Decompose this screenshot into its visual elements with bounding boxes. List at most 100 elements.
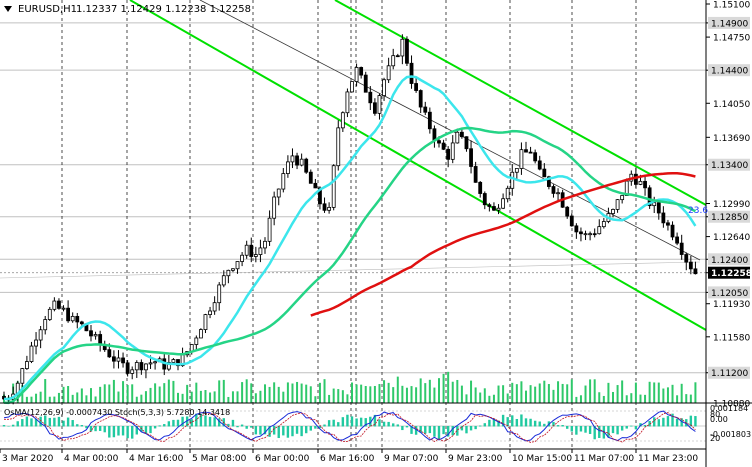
osma-bar xyxy=(446,426,450,437)
candle-body xyxy=(423,106,428,113)
volume-bar xyxy=(465,394,468,403)
candle-body xyxy=(153,361,158,364)
volume-bar xyxy=(282,391,285,403)
volume-bar xyxy=(666,387,669,403)
osma-bar xyxy=(566,426,569,429)
osma-bar xyxy=(616,426,619,435)
level-price-label: 1.12050 xyxy=(711,289,748,299)
osma-bar xyxy=(181,416,184,427)
osma-bar xyxy=(117,426,120,436)
osma-bar xyxy=(579,426,583,432)
volume-bar xyxy=(268,386,271,403)
volume-bar xyxy=(126,385,129,403)
candle-body xyxy=(336,127,341,167)
candle-body xyxy=(469,148,473,167)
volume-bar xyxy=(158,386,161,403)
candle-body xyxy=(24,361,29,369)
volume-bar xyxy=(30,396,33,403)
volume-bar xyxy=(557,381,560,403)
volume-bar xyxy=(190,391,193,403)
candle-body xyxy=(322,203,327,211)
volume-bar xyxy=(364,386,367,403)
candle-body xyxy=(281,173,286,190)
osma-bar xyxy=(666,416,670,427)
osma-bar xyxy=(204,415,207,427)
osma-bar xyxy=(630,425,633,427)
volume-bar xyxy=(612,391,614,403)
osma-bar xyxy=(172,419,175,427)
candle-body xyxy=(666,222,670,226)
volume-bar xyxy=(80,388,83,403)
candle-body xyxy=(450,142,455,160)
stoch-level-label: 80 xyxy=(710,410,720,419)
candle-body xyxy=(473,166,478,183)
osma-bar xyxy=(21,419,24,427)
candle-body xyxy=(272,196,277,219)
ma-mid-line xyxy=(3,126,696,405)
candle-body xyxy=(464,136,469,150)
osma-bar xyxy=(524,418,528,427)
osma-bar xyxy=(680,418,683,427)
stoch-signal-line xyxy=(4,412,696,443)
price-tick-label: 1.12640 xyxy=(713,233,750,243)
osma-bar xyxy=(689,415,693,427)
osma-bar xyxy=(593,426,596,440)
volume-bar xyxy=(273,382,276,403)
level-price-box xyxy=(708,286,750,299)
osma-bar xyxy=(39,416,42,427)
candle-body xyxy=(57,300,61,309)
candle-body xyxy=(340,112,345,129)
candle-body xyxy=(510,171,515,189)
candle-body xyxy=(295,155,299,166)
osma-bar xyxy=(479,425,482,427)
candle-body xyxy=(647,187,652,207)
candle-body xyxy=(226,269,231,277)
volume-bar xyxy=(181,393,184,403)
volume-bar xyxy=(442,373,445,403)
volume-bar xyxy=(676,395,679,403)
volume-bar xyxy=(99,386,102,403)
volume-bar xyxy=(177,392,179,403)
time-tick-label: 5 Mar 08:00 xyxy=(192,454,247,464)
osma-bar xyxy=(424,426,427,434)
price-tick-label: 1.12990 xyxy=(713,200,750,210)
osma-bar xyxy=(410,426,413,434)
trend-channel xyxy=(0,0,707,331)
osma-bar xyxy=(474,426,477,430)
volume-bar xyxy=(218,380,221,403)
candle-body xyxy=(34,339,38,347)
time-tick-label: 9 Mar 07:00 xyxy=(384,454,439,464)
osma-bar xyxy=(657,419,660,427)
candle-body xyxy=(66,307,71,322)
volume-bar xyxy=(630,393,633,403)
volume-bar xyxy=(236,391,239,403)
osma-bar xyxy=(121,426,125,436)
volume-bar xyxy=(543,380,546,403)
candle-body xyxy=(569,215,574,227)
osma-bar xyxy=(34,418,38,427)
volume-bar xyxy=(291,383,294,403)
ma-slow-line xyxy=(310,172,696,317)
candle-body xyxy=(61,307,66,310)
osma-bar xyxy=(16,421,19,427)
volume-bar xyxy=(470,380,473,403)
osma-bar xyxy=(332,419,335,427)
candle-body xyxy=(308,171,313,184)
osma-bar xyxy=(662,417,665,427)
volume-bar xyxy=(332,388,335,403)
candle-body xyxy=(290,155,295,163)
time-tick-label: 11 Mar 23:00 xyxy=(638,454,698,464)
volume-bar xyxy=(657,382,660,403)
osma-bar xyxy=(382,421,386,427)
volume-bar xyxy=(671,384,674,403)
osma-bar xyxy=(227,423,230,427)
current-price-box xyxy=(708,266,750,279)
candle-body xyxy=(249,244,254,257)
volume-bar xyxy=(593,379,596,403)
osma-bar xyxy=(387,421,390,427)
volume-bar xyxy=(589,379,592,403)
volume-bar xyxy=(479,392,482,403)
volume-bar xyxy=(621,380,624,403)
candle-body xyxy=(524,149,528,153)
osma-bar xyxy=(552,421,555,427)
